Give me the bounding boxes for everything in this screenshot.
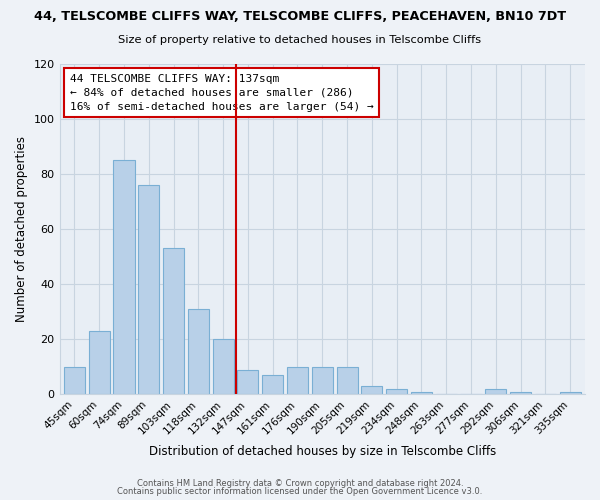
Bar (64, 367, 85, 394)
Text: 44 TELSCOMBE CLIFFS WAY: 137sqm
← 84% of detached houses are smaller (286)
16% o: 44 TELSCOMBE CLIFFS WAY: 137sqm ← 84% of… (70, 74, 374, 112)
Y-axis label: Number of detached properties: Number of detached properties (15, 136, 28, 322)
Bar (287, 367, 308, 394)
Bar (560, 392, 581, 394)
Bar (212, 340, 233, 394)
Bar (238, 370, 259, 394)
Bar (361, 386, 382, 394)
Bar (262, 375, 283, 394)
Text: Size of property relative to detached houses in Telscombe Cliffs: Size of property relative to detached ho… (118, 35, 482, 45)
X-axis label: Distribution of detached houses by size in Telscombe Cliffs: Distribution of detached houses by size … (149, 444, 496, 458)
Bar (89, 331, 110, 394)
Bar (312, 367, 333, 394)
Bar (163, 248, 184, 394)
Text: Contains HM Land Registry data © Crown copyright and database right 2024.: Contains HM Land Registry data © Crown c… (137, 478, 463, 488)
Bar (188, 309, 209, 394)
Bar (485, 389, 506, 394)
Bar (337, 367, 358, 394)
Text: Contains public sector information licensed under the Open Government Licence v3: Contains public sector information licen… (118, 487, 482, 496)
Bar (386, 389, 407, 394)
Bar (510, 392, 531, 394)
Bar (113, 160, 134, 394)
Bar (411, 392, 432, 394)
Text: 44, TELSCOMBE CLIFFS WAY, TELSCOMBE CLIFFS, PEACEHAVEN, BN10 7DT: 44, TELSCOMBE CLIFFS WAY, TELSCOMBE CLIF… (34, 10, 566, 23)
Bar (138, 185, 160, 394)
